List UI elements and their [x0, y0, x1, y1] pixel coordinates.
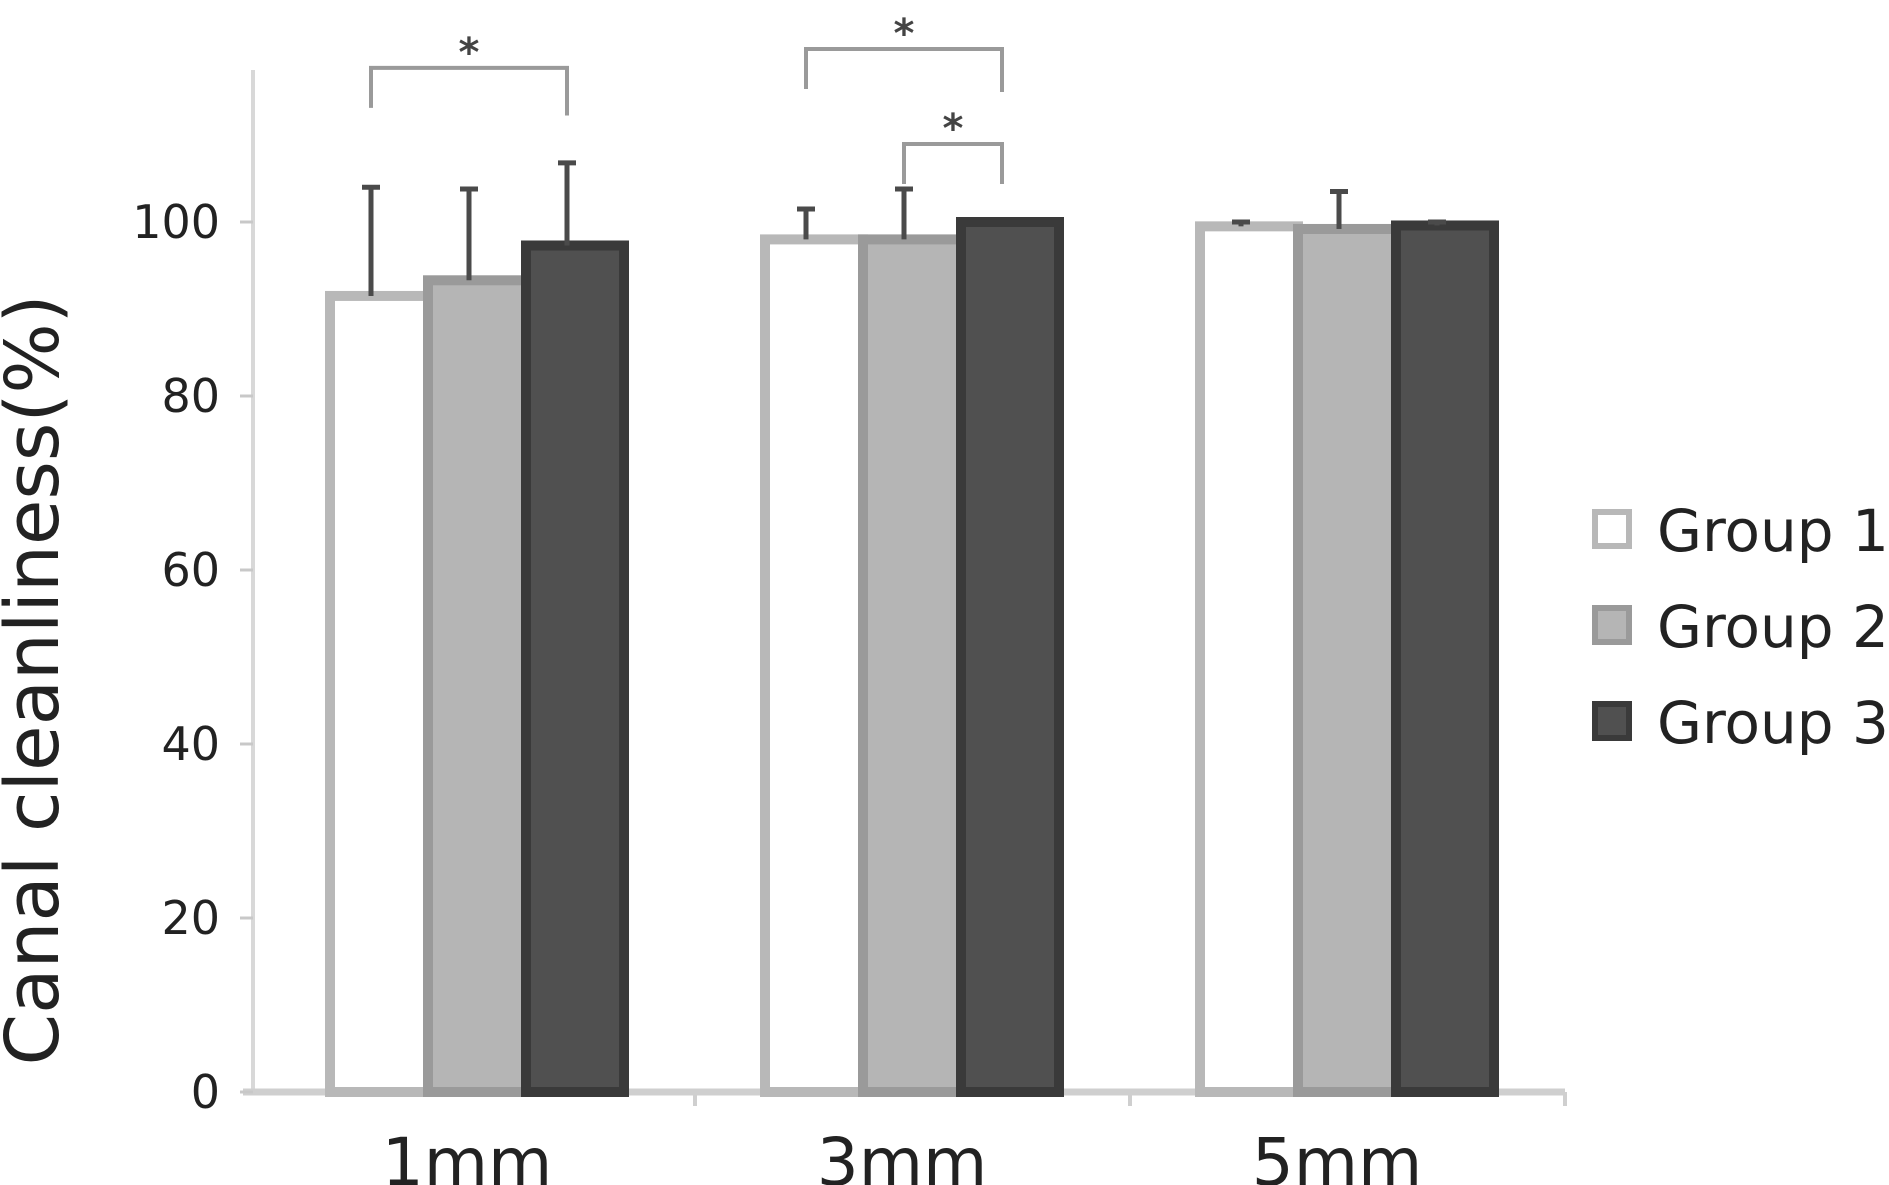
- bar: [1391, 220, 1499, 1098]
- y-tick-label: 80: [161, 369, 220, 423]
- y-tick-label: 60: [161, 543, 220, 597]
- bar: [423, 275, 531, 1098]
- legend-label: Group 1: [1657, 497, 1889, 565]
- bar: [1195, 221, 1303, 1098]
- x-category-label: 3mm: [817, 1124, 988, 1185]
- significance-bracket: [369, 65, 569, 116]
- bar: [1293, 223, 1401, 1097]
- legend-label: Group 2: [1657, 593, 1889, 661]
- bar: [521, 240, 629, 1098]
- bar: [760, 234, 868, 1097]
- significance-marker: *: [459, 30, 480, 76]
- significance-brackets: * * *: [369, 11, 1004, 184]
- y-tick-label: 40: [161, 717, 220, 771]
- significance-bracket: [804, 46, 1004, 92]
- significance-marker: *: [943, 106, 964, 152]
- error-bars-group: [362, 160, 1446, 296]
- y-axis-title: Canal cleanliness(%): [0, 294, 76, 1065]
- y-axis-ticks: 0 20 40 60 80 100: [132, 195, 1567, 1119]
- x-axis-category-labels: 1mm 3mm 5mm: [382, 1124, 1423, 1185]
- y-tick-label: 0: [191, 1065, 220, 1119]
- legend-swatch: [1592, 509, 1632, 549]
- bar: [956, 217, 1064, 1097]
- legend: Group 1 Group 2 Group 3: [1592, 497, 1889, 757]
- y-tick-label: 20: [161, 891, 220, 945]
- legend-swatch: [1592, 701, 1632, 741]
- x-category-label: 1mm: [382, 1124, 553, 1185]
- legend-label: Group 3: [1657, 689, 1889, 757]
- legend-swatch: [1592, 605, 1632, 645]
- y-tick-label: 100: [132, 195, 220, 249]
- bar: [325, 290, 433, 1097]
- bar: [858, 234, 966, 1097]
- significance-bracket: [902, 141, 1004, 184]
- x-category-label: 5mm: [1252, 1124, 1423, 1185]
- bars-group: [325, 217, 1499, 1098]
- significance-marker: *: [894, 11, 915, 57]
